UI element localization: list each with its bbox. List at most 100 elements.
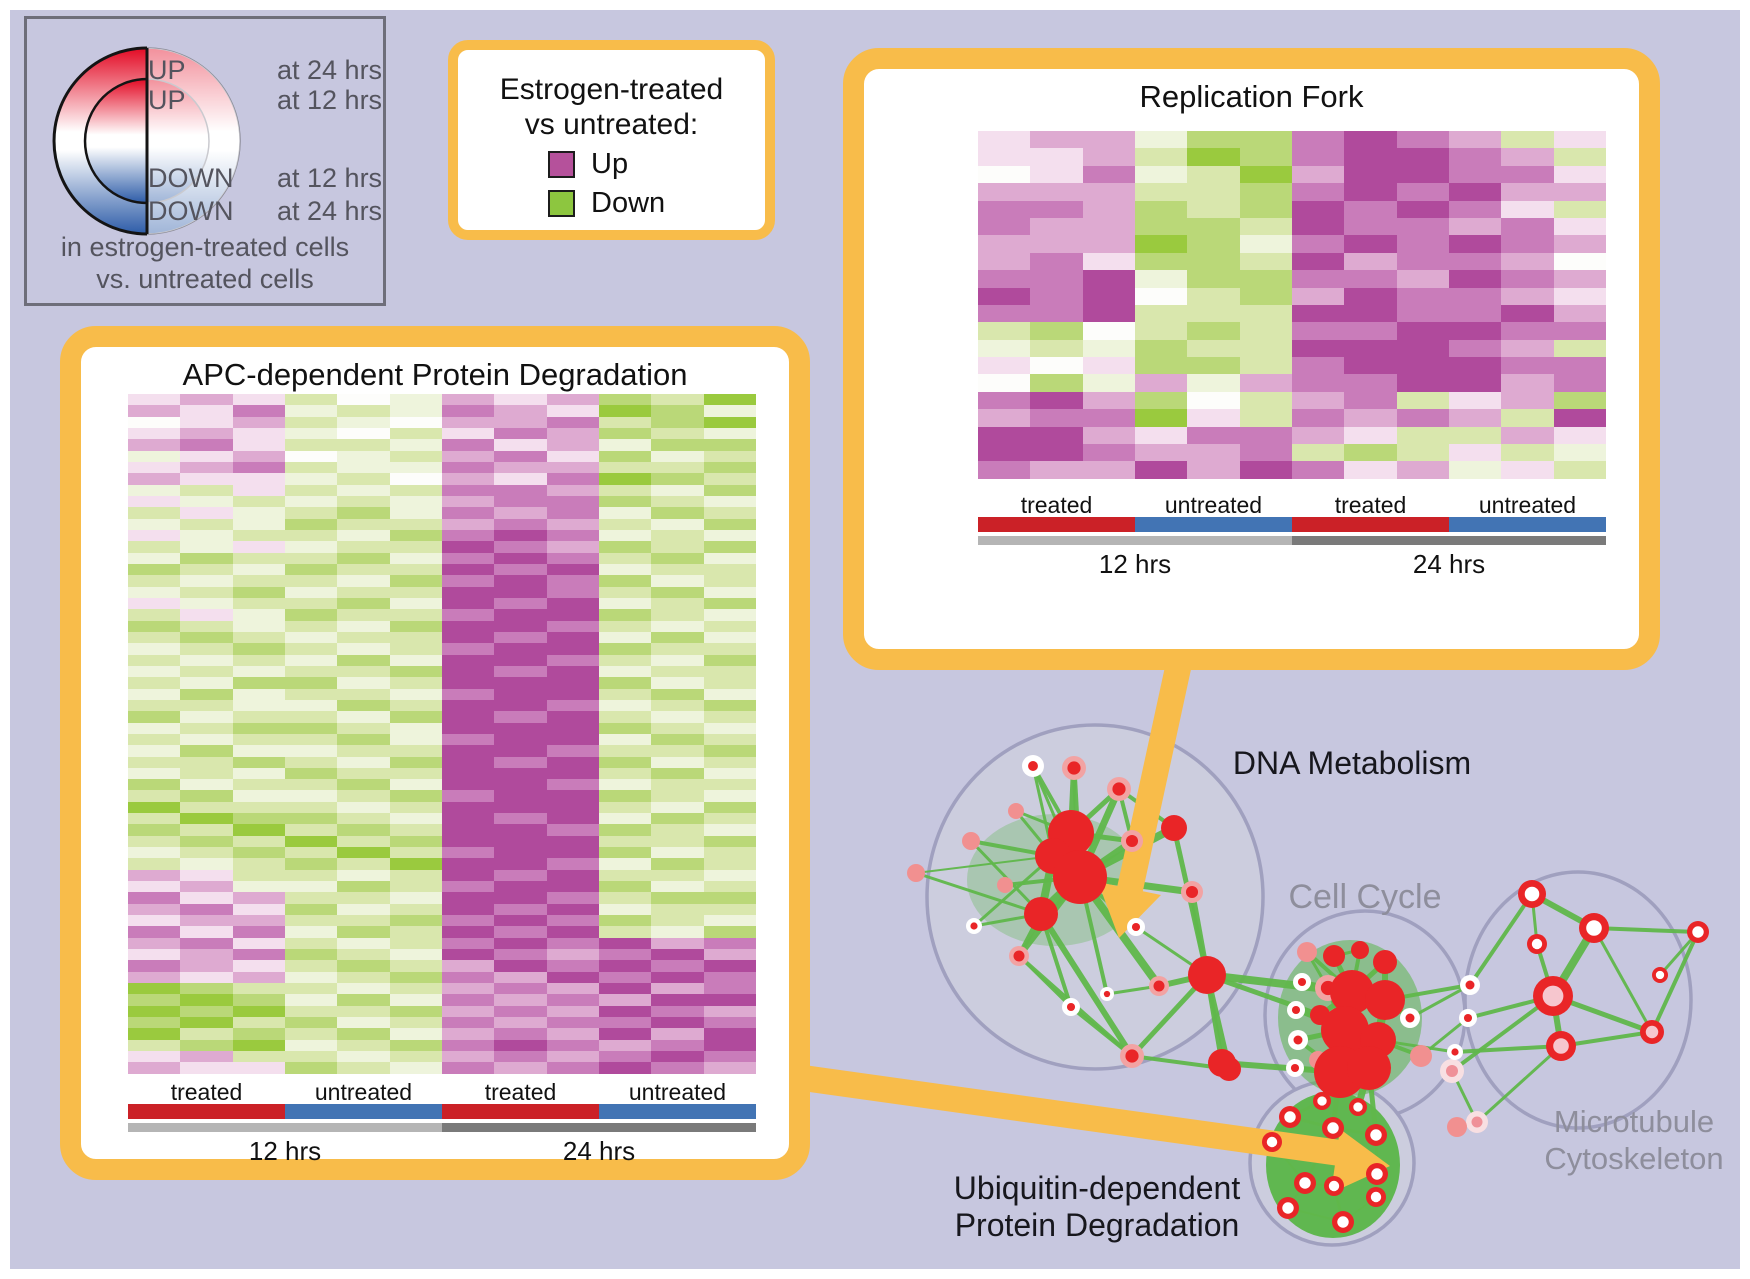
heatmap-cell (180, 813, 233, 825)
network-edge (1593, 926, 1699, 934)
heatmap-cell (1553, 235, 1606, 253)
heatmap-cell (1187, 165, 1240, 184)
heatmap-cell (1082, 409, 1135, 427)
heatmap-cell (441, 665, 495, 678)
heatmap-cell (1344, 148, 1397, 166)
gene-node-core (1645, 1025, 1659, 1039)
heatmap-cell (337, 631, 390, 644)
heatmap-cell (180, 722, 233, 734)
heatmap-cell (703, 790, 756, 802)
heatmap-cell (494, 949, 547, 961)
heatmap-cell (180, 869, 233, 882)
heatmap-cell (703, 529, 756, 542)
heatmap-cell (232, 960, 285, 972)
heatmap-cell (598, 1039, 652, 1052)
heatmap-cell (128, 461, 181, 474)
replication-fork-panel: Replication Fork treated untreated treated… (843, 48, 1660, 670)
heatmap-cell (128, 960, 181, 972)
heatmap-cell (232, 847, 285, 859)
heatmap-cell (651, 450, 704, 462)
heatmap-cell (180, 847, 233, 859)
heatmap-cell (651, 745, 704, 757)
heatmap-cell (1239, 426, 1292, 445)
heatmap-cell (389, 1051, 442, 1063)
apc-time-bar (128, 1123, 756, 1132)
heatmap-cell (389, 767, 442, 780)
heatmap-cell (651, 937, 704, 950)
heatmap-cell (1187, 183, 1240, 201)
heatmap-cell (703, 869, 756, 882)
network-edge (1475, 1044, 1563, 1124)
heatmap-cell (703, 541, 756, 553)
heatmap-cell (337, 416, 390, 428)
heatmap-cell (232, 790, 285, 802)
heatmap-cell (441, 858, 495, 870)
heatmap-cell (703, 597, 756, 610)
heatmap-cell (1396, 322, 1449, 340)
heatmap-cell (651, 881, 704, 893)
heatmap-cell (128, 507, 181, 519)
heatmap-cell (703, 915, 756, 927)
heatmap-cell (180, 439, 233, 451)
heatmap-cell (494, 869, 547, 882)
heatmap-cell (389, 699, 442, 712)
heatmap-cell (1134, 131, 1188, 149)
gene-node-core (1066, 1002, 1076, 1012)
gene-node-core (1297, 977, 1307, 987)
heatmap-cell (703, 552, 756, 564)
time-bar-segment (978, 536, 1292, 545)
heatmap-cell (284, 892, 338, 904)
heatmap-cell (1501, 461, 1554, 479)
rf-group-labels: treated untreated treated untreated (978, 492, 1606, 519)
heatmap-cell (703, 427, 756, 440)
heatmap-cell (337, 1005, 390, 1018)
heatmap-cell (337, 405, 390, 417)
heatmap-cell (441, 779, 495, 791)
heatmap-cell (1134, 304, 1188, 323)
heatmap-cell (703, 1028, 756, 1040)
heatmap-cell (1291, 165, 1345, 184)
scale-time-label: at 12 hrs (277, 163, 383, 193)
heatmap-cell (494, 518, 547, 530)
heatmap-cell (128, 518, 181, 530)
gene-node-core (1125, 1049, 1139, 1063)
heatmap-cell (494, 971, 547, 984)
heatmap-cell (703, 484, 756, 496)
heatmap-cell (389, 756, 442, 768)
heatmap-cell (494, 439, 547, 451)
heatmap-cell (598, 971, 652, 984)
heatmap-cell (494, 597, 547, 610)
heatmap-cell (1501, 165, 1554, 184)
dna-metabolism-label: DNA Metabolism (1233, 745, 1471, 781)
heatmap-cell (128, 915, 181, 927)
heatmap-cell (1030, 252, 1083, 271)
heatmap-cell (546, 439, 599, 451)
heatmap-cell (703, 937, 756, 950)
heatmap-cell (598, 631, 652, 644)
heatmap-cell (703, 416, 756, 428)
heatmap-cell (337, 529, 390, 542)
heatmap-cell (598, 881, 652, 893)
heatmap-cell (703, 394, 756, 406)
time-bar-segment (1292, 536, 1606, 545)
heatmap-cell (389, 869, 442, 882)
rf-time-labels: 12 hrs 24 hrs (978, 549, 1606, 580)
heatmap-cell (703, 858, 756, 870)
heatmap-cell (1187, 444, 1240, 462)
heatmap-cell (494, 586, 547, 598)
heatmap-cell (441, 699, 495, 712)
heatmap-cell (180, 620, 233, 632)
heatmap-cell (1030, 426, 1083, 445)
heatmap-cell (1448, 461, 1502, 479)
heatmap-cell (703, 881, 756, 893)
heatmap-cell (494, 473, 547, 485)
heatmap-cell (546, 495, 599, 508)
heatmap-cell (180, 563, 233, 576)
heatmap-cell (389, 688, 442, 700)
heatmap-cell (337, 949, 390, 961)
heatmap-cell (389, 643, 442, 655)
gene-node-core (1125, 834, 1139, 848)
scale-legend-footer1: in estrogen-treated cells (60, 232, 350, 262)
heatmap-cell (1291, 304, 1345, 323)
heatmap-cell (1501, 235, 1554, 253)
